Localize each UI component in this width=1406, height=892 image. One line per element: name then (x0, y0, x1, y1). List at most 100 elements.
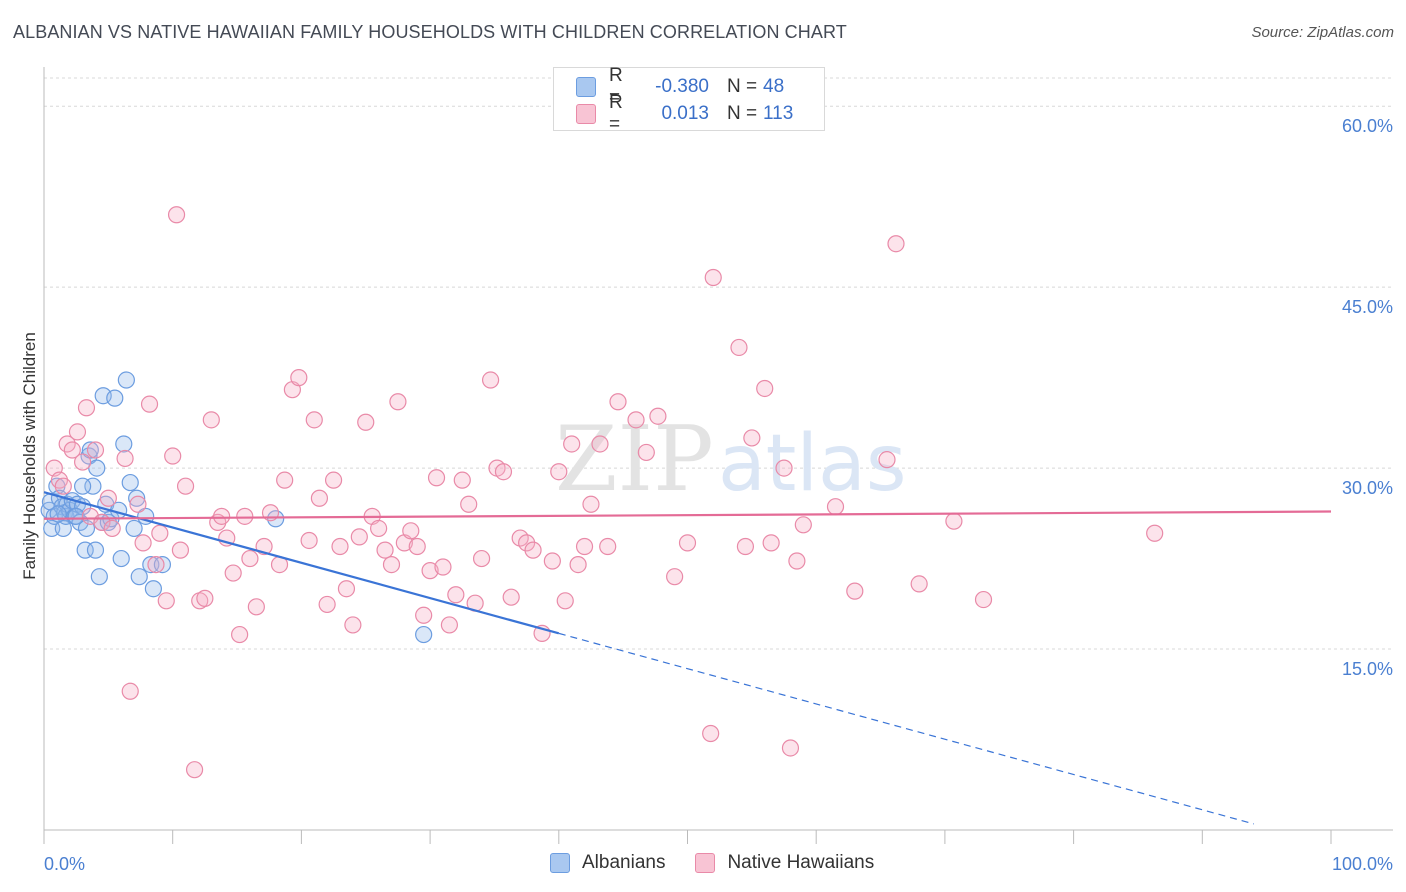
data-point (408, 537, 426, 556)
data-point (310, 489, 329, 507)
data-point (318, 595, 336, 614)
data-point (80, 447, 98, 465)
data-point (90, 568, 108, 586)
data-point (434, 558, 452, 576)
data-point (147, 556, 165, 574)
data-point (543, 552, 561, 570)
data-point (54, 477, 72, 495)
data-point (125, 519, 143, 538)
y-axis-label: Family Households with Children (20, 332, 39, 580)
data-point (276, 471, 294, 489)
data-point (153, 556, 172, 574)
trend-line (43, 510, 1332, 520)
data-point (649, 407, 667, 425)
chart-title: ALBANIAN VS NATIVE HAWAIIAN FAMILY HOUSE… (13, 22, 847, 42)
data-point (121, 473, 139, 492)
legend-swatch-albanians (550, 853, 570, 873)
data-point (440, 616, 459, 634)
data-point (68, 423, 87, 441)
watermark-atlas: atlas (718, 419, 907, 509)
data-point (77, 399, 96, 417)
data-point (121, 682, 139, 700)
data-point (376, 541, 394, 559)
tick-labels: 15.0% 30.0% 45.0% 60.0% 0.0% 100.0% (44, 116, 1393, 874)
data-point (389, 393, 407, 411)
data-point (575, 537, 594, 556)
data-point (666, 568, 684, 586)
data-point (241, 549, 259, 568)
data-point (502, 588, 520, 606)
data-point (637, 443, 655, 462)
trend-lines (43, 491, 1332, 825)
data-point (224, 564, 242, 582)
legend-row-albanians: R = -0.380 N = 48 (576, 65, 785, 108)
data-point (74, 477, 92, 495)
data-point (736, 537, 755, 556)
data-point (202, 411, 220, 429)
data-point (569, 556, 587, 574)
legend-label-albanians: Albanians (582, 852, 666, 873)
data-point (81, 441, 99, 459)
data-point (305, 411, 323, 429)
x-tick-label-max: 100.0% (1332, 854, 1393, 874)
chart-source: Source: ZipAtlas.com (1251, 24, 1394, 41)
legend-n-label: N = (727, 103, 758, 124)
series-native-hawaiians (45, 206, 1164, 779)
data-point (106, 389, 124, 407)
legend-swatch-albanians (576, 77, 596, 97)
data-point (415, 606, 433, 624)
data-point (128, 489, 146, 507)
data-point (144, 580, 162, 598)
data-point (116, 449, 134, 468)
data-point (231, 625, 249, 644)
legend-r-value: -0.380 (655, 76, 709, 97)
data-point (337, 580, 356, 598)
data-point (743, 429, 761, 447)
data-point (887, 235, 905, 253)
legend-label-native-hawaiians: Native Hawaiians (727, 852, 875, 873)
legend-r-label: R = (609, 92, 623, 135)
data-point (563, 435, 581, 453)
data-point (481, 371, 500, 389)
x-tick-label-min: 0.0% (44, 854, 85, 874)
trend-line (43, 491, 560, 635)
legend-n-value: 48 (763, 76, 785, 97)
data-point (878, 451, 896, 469)
legend-swatch-native-hawaiians (576, 104, 596, 124)
data-point (103, 519, 121, 538)
data-point (117, 371, 135, 389)
data-point (164, 447, 182, 465)
data-point (140, 395, 159, 413)
data-point (415, 625, 433, 644)
y-tick-label: 30.0% (1342, 478, 1393, 498)
data-point (762, 534, 780, 552)
data-point (247, 598, 265, 616)
legend-item-albanians: Albanians (550, 852, 665, 874)
data-point (582, 495, 600, 513)
data-point (730, 338, 748, 357)
data-point (236, 507, 254, 525)
data-point (99, 489, 117, 507)
data-point (185, 761, 204, 779)
y-tick-label: 60.0% (1342, 116, 1393, 136)
data-point (421, 562, 439, 580)
data-point (344, 616, 362, 634)
data-point (826, 498, 845, 516)
trend-line-extension (558, 632, 1254, 825)
data-point (1146, 524, 1164, 542)
data-point (427, 469, 446, 487)
data-point (213, 507, 231, 525)
data-point (88, 459, 106, 477)
data-point (86, 541, 105, 559)
data-point (591, 435, 609, 453)
data-point (910, 575, 928, 593)
data-point (974, 590, 993, 609)
data-point (627, 411, 645, 429)
data-point (775, 459, 793, 477)
data-point (112, 549, 130, 568)
series-legend: Albanians Native Hawaiians (550, 852, 904, 874)
watermark-zip: ZIP (555, 407, 714, 512)
data-point (129, 495, 147, 513)
data-point (550, 463, 568, 481)
